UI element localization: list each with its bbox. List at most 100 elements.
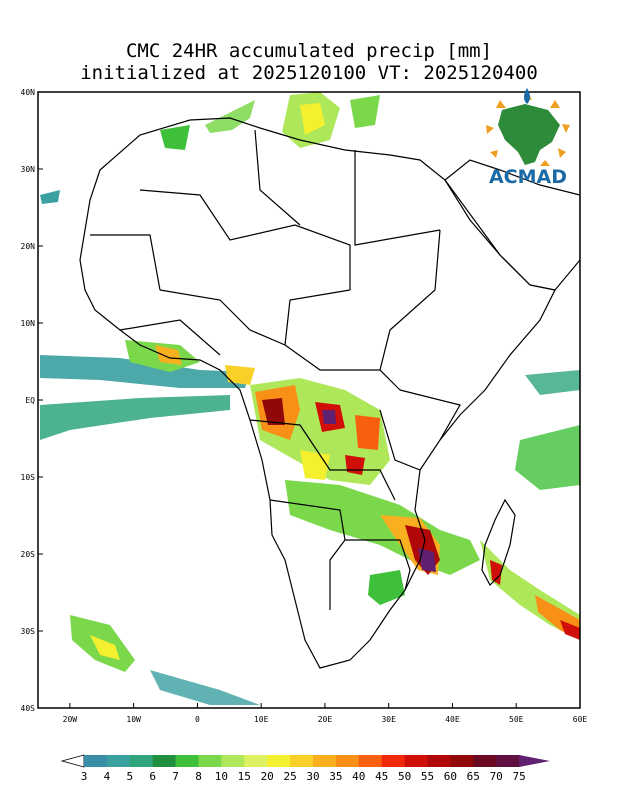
lat-tick-label: 20S bbox=[21, 550, 36, 559]
lon-tick-label: 50E bbox=[509, 715, 524, 724]
border bbox=[159, 289, 286, 346]
precip-area bbox=[90, 635, 120, 660]
madagascar-coastline bbox=[481, 498, 516, 586]
map-title: CMC 24HR accumulated precip [mm] bbox=[125, 40, 493, 62]
arabia-coastline bbox=[444, 159, 580, 291]
border bbox=[119, 319, 221, 356]
lon-tick-label: 30E bbox=[381, 715, 396, 724]
colorbar-swatch bbox=[244, 755, 268, 767]
precip-area bbox=[322, 410, 336, 424]
colorbar-swatch bbox=[473, 755, 497, 767]
latitude-axis: 40N 30N 20N 10N EQ 10S 20S 30S 40S bbox=[21, 88, 43, 713]
precip-area bbox=[418, 548, 436, 572]
colorbar-swatch bbox=[152, 755, 176, 767]
precip-area bbox=[525, 370, 580, 395]
map-subtitle: initialized at 2025120100 VT: 2025120400 bbox=[80, 62, 538, 84]
lat-tick-label: 30N bbox=[21, 165, 36, 174]
border bbox=[249, 419, 396, 501]
colorbar-swatch bbox=[313, 755, 337, 767]
lon-tick-label: 60E bbox=[573, 715, 588, 724]
precip-area bbox=[205, 100, 255, 133]
colorbar-label: 20 bbox=[261, 770, 274, 783]
precip-area bbox=[40, 190, 60, 204]
colorbar-swatch bbox=[519, 755, 550, 767]
colorbar-label: 45 bbox=[375, 770, 388, 783]
precip-area bbox=[300, 450, 330, 480]
precip-area bbox=[490, 560, 502, 585]
precip-area bbox=[225, 365, 255, 385]
precip-area bbox=[150, 670, 260, 705]
colorbar-under-triangle bbox=[60, 754, 85, 768]
acmad-logo: ACMAD bbox=[486, 88, 570, 188]
colorbar-swatch bbox=[381, 755, 405, 767]
lon-tick-label: 20W bbox=[63, 715, 78, 724]
lat-tick-label: EQ bbox=[25, 396, 35, 405]
colorbar-swatch bbox=[358, 755, 383, 767]
precip-area bbox=[262, 398, 285, 425]
colorbar-swatch bbox=[175, 755, 199, 767]
colorbar-swatch bbox=[84, 755, 108, 767]
border bbox=[354, 150, 441, 246]
precip-area bbox=[515, 425, 580, 490]
longitude-axis: 20W 10W 0 10E 20E 30E 40E 50E 60E bbox=[63, 703, 588, 724]
precip-area bbox=[560, 620, 580, 640]
border bbox=[139, 189, 351, 290]
colorbar-swatch bbox=[106, 755, 131, 767]
colorbar-label: 60 bbox=[444, 770, 457, 783]
colorbar-label: 70 bbox=[490, 770, 503, 783]
colorbar-swatch bbox=[198, 755, 222, 767]
colorbar-label: 7 bbox=[172, 770, 179, 783]
lat-tick-label: 40S bbox=[21, 704, 36, 713]
country-borders bbox=[79, 117, 580, 669]
precip-area bbox=[285, 480, 480, 575]
precip-area bbox=[300, 103, 325, 135]
precip-field bbox=[40, 92, 580, 705]
colorbar-swatch bbox=[427, 755, 451, 767]
colorbar-label: 3 bbox=[81, 770, 88, 783]
border bbox=[379, 229, 441, 371]
lon-tick-label: 10E bbox=[254, 715, 269, 724]
precip-area bbox=[40, 395, 230, 440]
colorbar: 3 4 5 6 7 8 10 15 20 25 30 35 40 45 50 55 60 65 70 75 bbox=[60, 754, 550, 783]
precip-area bbox=[40, 355, 250, 388]
border bbox=[284, 289, 401, 391]
lon-tick-label: 40E bbox=[445, 715, 460, 724]
lon-tick-label: 0 bbox=[195, 715, 200, 724]
border bbox=[399, 389, 461, 441]
colorbar-label: 6 bbox=[149, 770, 156, 783]
colorbar-label: 55 bbox=[421, 770, 434, 783]
colorbar-swatch bbox=[450, 755, 474, 767]
colorbar-label: 4 bbox=[104, 770, 111, 783]
logo-sun-rays bbox=[486, 92, 570, 166]
colorbar-swatch bbox=[496, 755, 520, 767]
precip-area bbox=[355, 415, 380, 450]
colorbar-label: 5 bbox=[126, 770, 133, 783]
precip-area bbox=[160, 125, 190, 150]
lat-tick-label: 30S bbox=[21, 627, 36, 636]
lat-tick-label: 20N bbox=[21, 242, 36, 251]
colorbar-label: 8 bbox=[195, 770, 202, 783]
precip-area bbox=[350, 95, 380, 128]
colorbar-swatch bbox=[129, 755, 154, 767]
lat-tick-label: 10N bbox=[21, 319, 36, 328]
lat-tick-label: 10S bbox=[21, 473, 36, 482]
precip-area bbox=[368, 570, 405, 605]
lon-tick-label: 20E bbox=[318, 715, 333, 724]
colorbar-swatch bbox=[221, 755, 245, 767]
colorbar-label: 65 bbox=[467, 770, 480, 783]
colorbar-label: 10 bbox=[215, 770, 228, 783]
logo-africa-shape bbox=[498, 104, 560, 165]
border bbox=[90, 234, 161, 291]
logo-text: ACMAD bbox=[489, 166, 567, 188]
colorbar-label: 50 bbox=[398, 770, 411, 783]
logo-drop-icon bbox=[524, 88, 530, 104]
precip-area bbox=[345, 455, 365, 475]
colorbar-label: 75 bbox=[512, 770, 525, 783]
lon-tick-label: 10W bbox=[126, 715, 141, 724]
border bbox=[345, 539, 411, 591]
border bbox=[254, 129, 301, 226]
colorbar-swatch bbox=[290, 755, 314, 767]
precip-area bbox=[155, 345, 182, 365]
colorbar-label: 15 bbox=[238, 770, 251, 783]
